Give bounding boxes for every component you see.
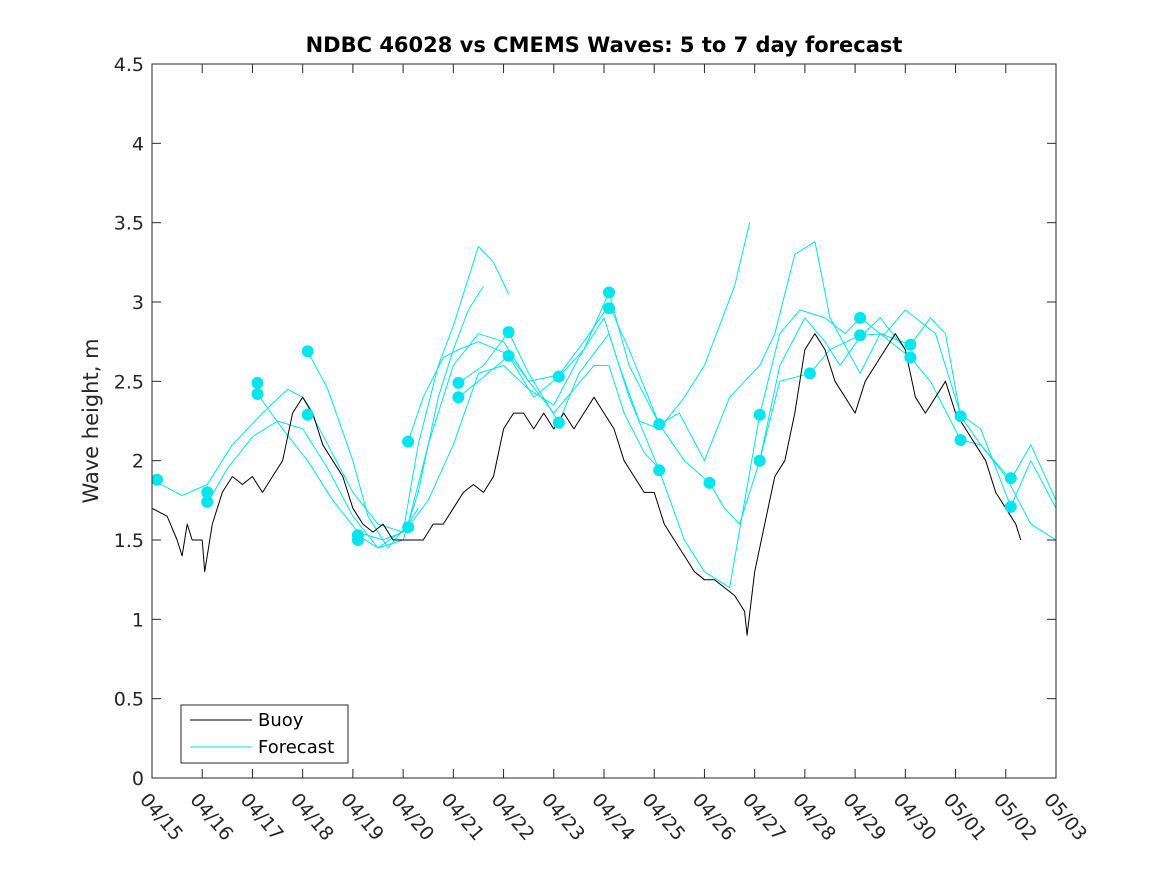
forecast-marker-0 bbox=[152, 473, 163, 486]
series-line-forecast-7 bbox=[458, 309, 1056, 589]
series-line-buoy bbox=[152, 333, 1022, 636]
forecast-marker-3 bbox=[251, 376, 264, 389]
y-tick-label: 0.5 bbox=[114, 689, 144, 711]
y-tick-label: 1.5 bbox=[114, 530, 144, 552]
forecast-marker-8 bbox=[351, 534, 364, 546]
forecast-marker-10 bbox=[402, 521, 415, 534]
forecast-marker-2 bbox=[201, 495, 214, 508]
forecast-marker-4 bbox=[251, 388, 264, 400]
series-line-forecast-1 bbox=[152, 388, 419, 533]
forecast-marker-1 bbox=[201, 486, 214, 499]
series-line-forecast-2 bbox=[206, 285, 484, 549]
y-tick-label: 3.5 bbox=[114, 213, 144, 235]
y-tick-label: 3 bbox=[132, 292, 144, 314]
series-line-forecast-4 bbox=[307, 333, 660, 549]
forecast-marker-23 bbox=[753, 454, 766, 467]
forecast-marker-5 bbox=[301, 345, 314, 358]
forecast-marker-17 bbox=[603, 286, 615, 299]
y-tick-label: 0 bbox=[132, 768, 144, 790]
chart-title: NDBC 46028 vs CMEMS Waves: 5 to 7 day fo… bbox=[306, 33, 903, 57]
series-line-forecast-8 bbox=[458, 241, 1056, 501]
forecast-marker-19 bbox=[653, 418, 666, 431]
legend: Buoy Forecast bbox=[180, 704, 349, 764]
forecast-marker-27 bbox=[904, 338, 917, 351]
y-tick-label: 2.5 bbox=[114, 371, 144, 393]
forecast-marker-16 bbox=[552, 416, 565, 429]
forecast-marker-26 bbox=[854, 329, 867, 342]
forecast-marker-6 bbox=[301, 408, 314, 421]
plot-area bbox=[152, 222, 1056, 636]
series-line-forecast-5 bbox=[357, 222, 751, 549]
forecast-marker-20 bbox=[653, 464, 666, 477]
y-tick-label: 4 bbox=[132, 133, 144, 155]
series-line-forecast-6 bbox=[407, 304, 906, 525]
legend-label-buoy: Buoy bbox=[258, 710, 304, 731]
y-tick-label: 2 bbox=[132, 451, 144, 473]
forecast-marker-15 bbox=[552, 370, 565, 383]
forecast-marker-28 bbox=[904, 351, 917, 364]
legend-label-forecast: Forecast bbox=[258, 737, 334, 758]
forecast-marker-29 bbox=[954, 410, 967, 423]
forecast-marker-9 bbox=[402, 435, 415, 448]
y-tick-label: 4.5 bbox=[114, 54, 144, 76]
forecast-marker-18 bbox=[603, 302, 615, 315]
forecast-marker-11 bbox=[452, 376, 465, 389]
forecast-marker-12 bbox=[452, 391, 465, 404]
forecast-marker-13 bbox=[502, 326, 515, 339]
forecast-marker-14 bbox=[502, 349, 515, 362]
forecast-marker-25 bbox=[854, 311, 867, 324]
y-axis-label: Wave height, m bbox=[79, 338, 103, 503]
forecast-marker-24 bbox=[803, 367, 816, 380]
y-tick-label: 1 bbox=[132, 609, 144, 631]
legend-box bbox=[180, 704, 349, 764]
forecast-marker-22 bbox=[753, 408, 766, 421]
forecast-marker-32 bbox=[1004, 500, 1017, 513]
forecast-marker-30 bbox=[954, 434, 967, 446]
forecast-marker-31 bbox=[1004, 472, 1017, 485]
series-line-forecast-3 bbox=[257, 246, 510, 541]
forecast-marker-21 bbox=[703, 476, 716, 489]
